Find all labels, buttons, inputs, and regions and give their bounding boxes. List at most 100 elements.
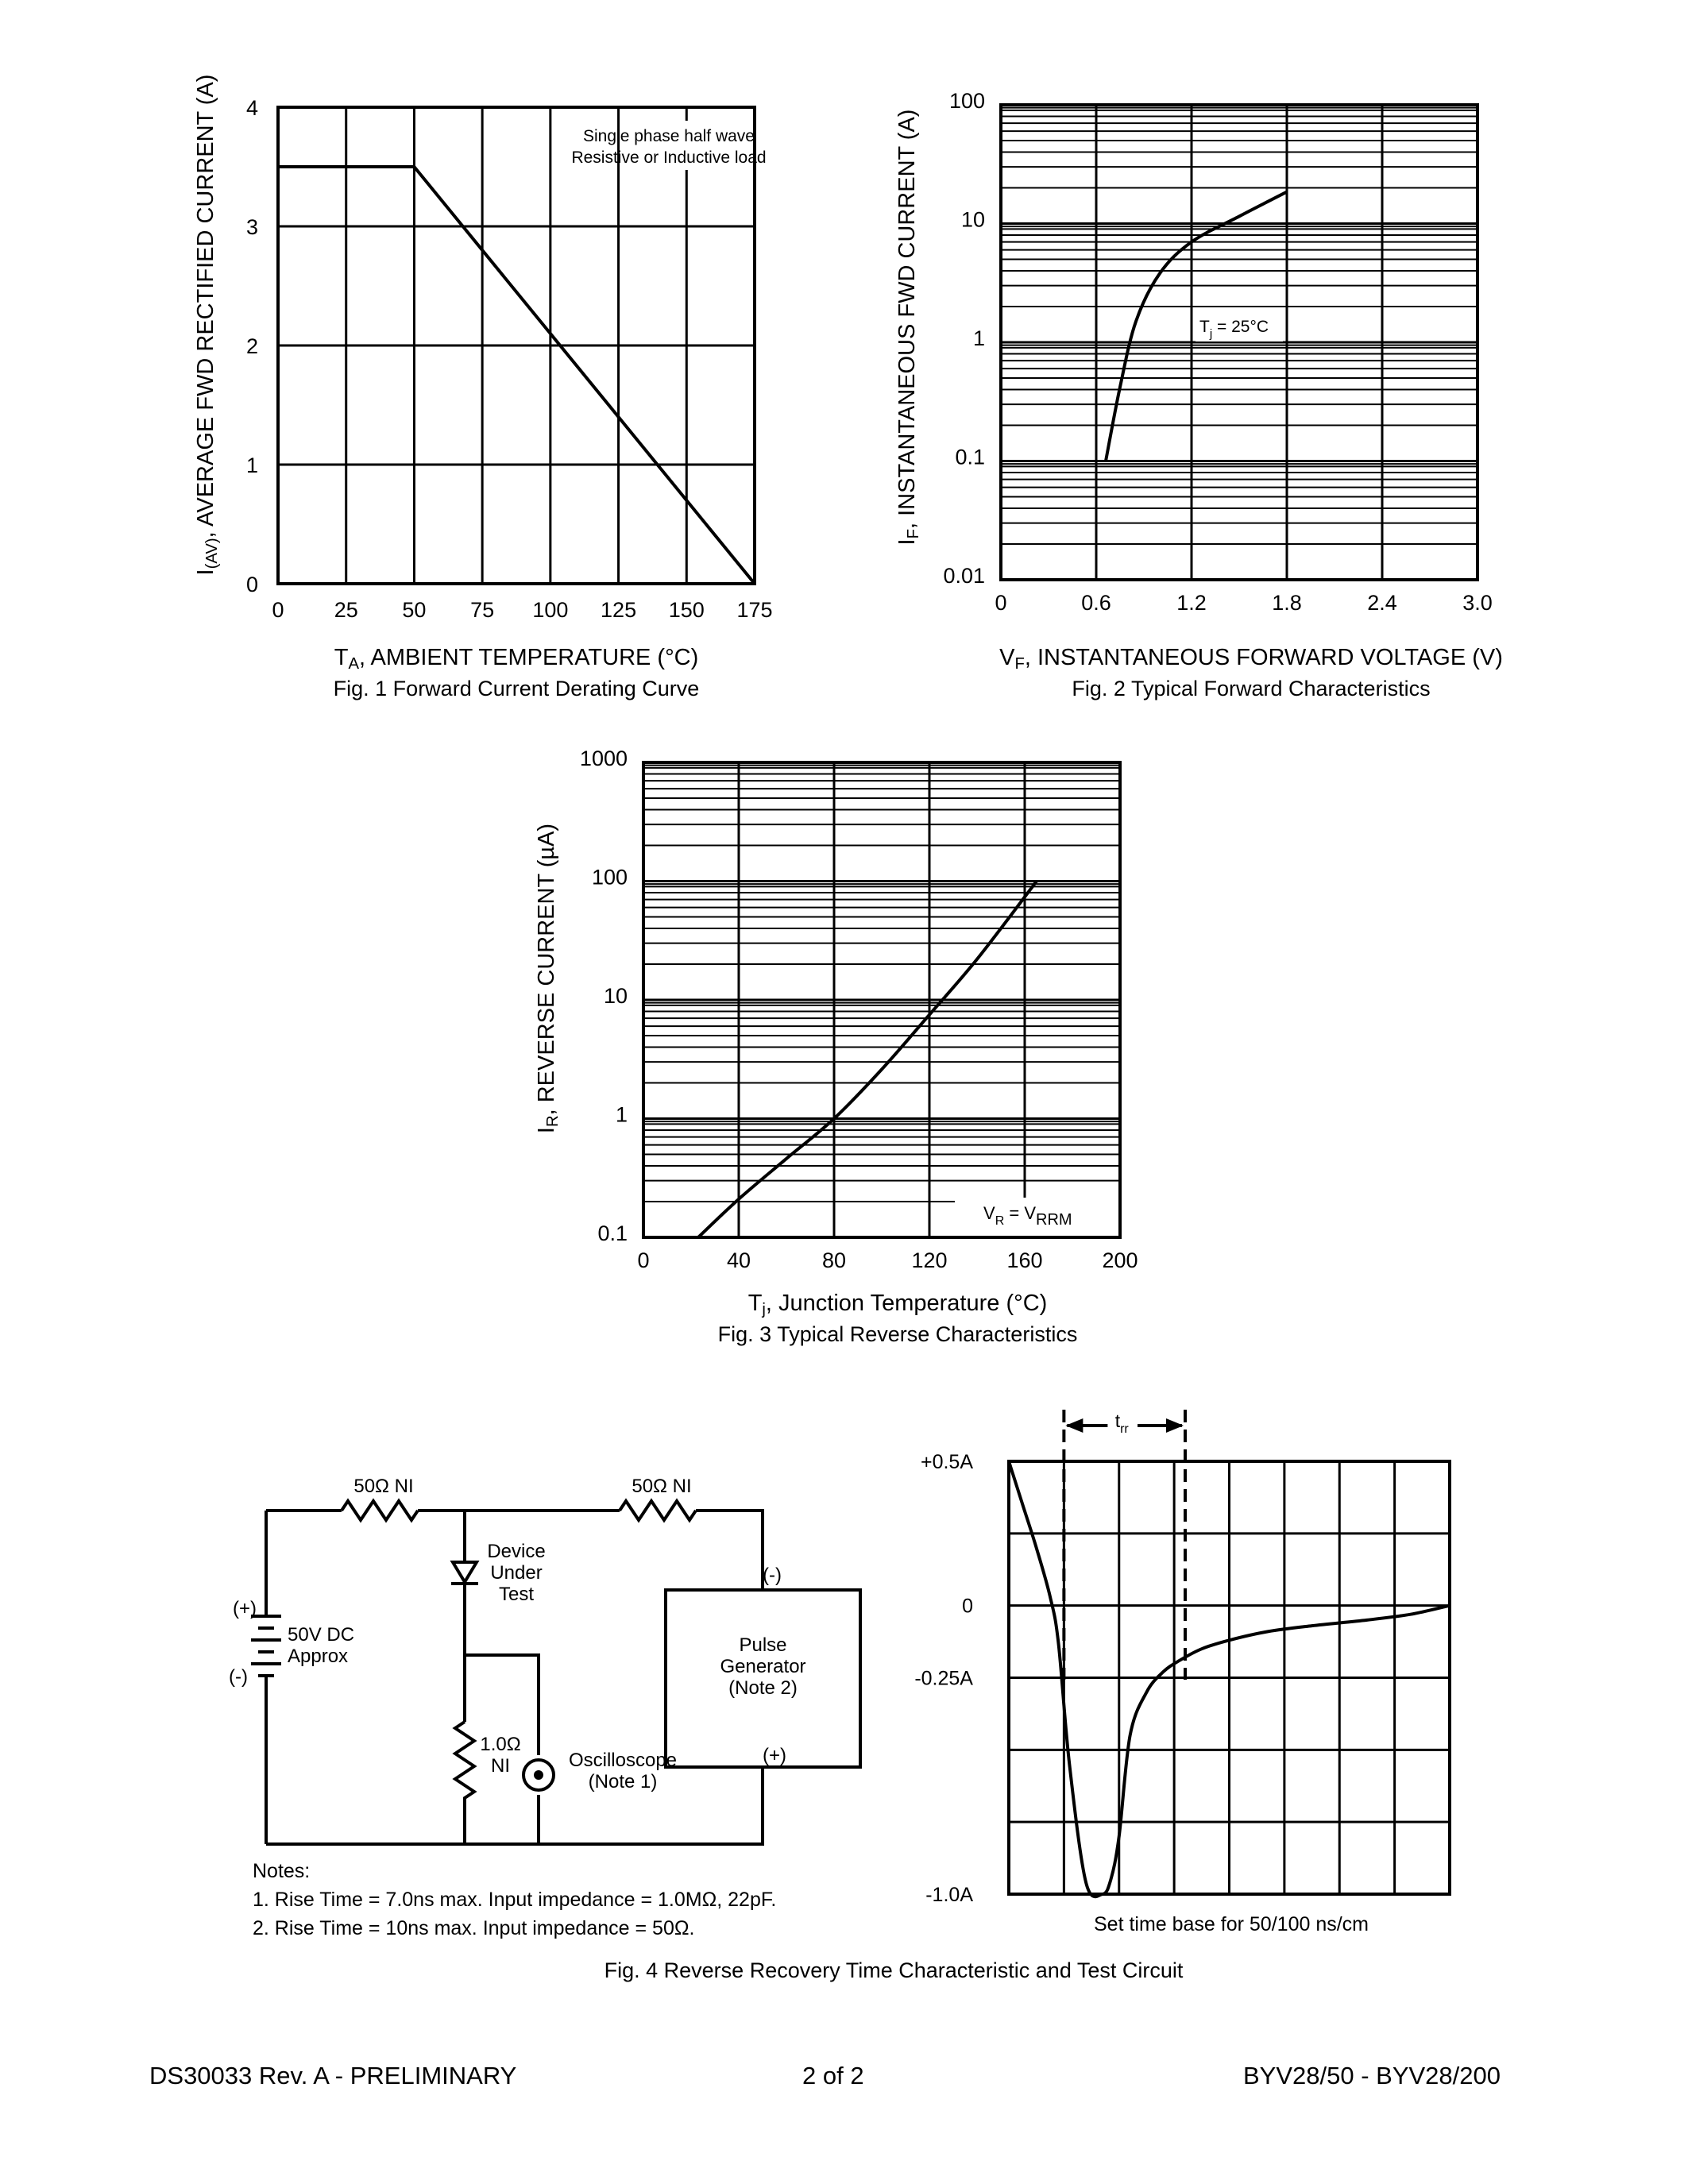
fig1-y-axis-label: I(AV), AVERAGE FWD RECTIFIED CURRENT (A): [193, 74, 222, 576]
x-tick-label: 125: [601, 598, 636, 622]
y-tick-label: 1000: [580, 747, 628, 770]
y-tick-label: 2: [246, 334, 258, 358]
battery-icon: [251, 1615, 281, 1677]
x-tick-label: 0: [272, 598, 284, 622]
x-tick-label: 0: [637, 1248, 649, 1272]
pulse-generator-box: [664, 1588, 862, 1769]
x-tick-label: 2.4: [1367, 591, 1397, 615]
fig2-annotation: Tj = 25°C: [1199, 318, 1269, 341]
dc-plus-label: (+): [233, 1598, 257, 1619]
y-tick-label: 0: [246, 573, 258, 596]
dc-minus-label: (-): [229, 1666, 248, 1688]
plot-frame: [642, 761, 1122, 1239]
y-tick-label: 0.01: [943, 564, 985, 588]
diode-icon: [450, 1561, 480, 1585]
y-tick-label: 0: [962, 1596, 973, 1618]
note-1: 1. Rise Time = 7.0ns max. Input impedanc…: [253, 1889, 777, 1911]
fig3-chart: 0 40 80 120 160 200 0.1 1 10 100 1000 VR = VRRM: [580, 747, 1138, 1272]
resistor-r1: [340, 1498, 419, 1523]
x-tick-label: 100: [532, 598, 568, 622]
trr-arrowhead-right: [1166, 1418, 1184, 1433]
y-tick-label: 3: [246, 215, 258, 239]
y-tick-label: 100: [592, 866, 628, 889]
r1-label: 50Ω NI: [353, 1476, 414, 1497]
notes: Notes: 1. Rise Time = 7.0ns max. Input i…: [253, 1857, 776, 1943]
y-tick-label: 1: [616, 1103, 628, 1127]
x-tick-label: 0.6: [1081, 591, 1111, 615]
series-line: [697, 880, 1038, 1239]
oscilloscope-icon: [522, 1758, 555, 1792]
fig1-note-line1: Single phase half wave: [583, 127, 755, 145]
fig2-caption: Fig. 2 Typical Forward Characteristics: [1072, 677, 1431, 700]
series-line: [278, 165, 756, 585]
fig2-x-axis-label: VF, INSTANTANEOUS FORWARD VOLTAGE (V): [999, 645, 1503, 673]
x-tick-label: 160: [1006, 1248, 1042, 1272]
x-tick-label: 25: [334, 598, 358, 622]
dc-source-label: 50V DC Approx: [288, 1624, 355, 1667]
wire-scope-top: [465, 1653, 540, 1844]
y-tick-label: 0.1: [597, 1221, 628, 1245]
y-tick-label: 0.1: [955, 446, 985, 469]
wire-bottom: [266, 1767, 764, 1846]
fig1-caption: Fig. 1 Forward Current Derating Curve: [333, 677, 700, 700]
fig3-annotation: VR = VRRM: [983, 1203, 1072, 1229]
dut-label: Device Under Test: [487, 1541, 546, 1605]
note-2: 2. Rise Time = 10ns max. Input impedance…: [253, 1917, 695, 1939]
y-tick-label: +0.5A: [921, 1451, 973, 1473]
r3-label: 1.0Ω NI: [480, 1734, 521, 1777]
y-tick-label: 1: [973, 326, 985, 350]
pg-plus-label: (+): [763, 1745, 786, 1766]
y-tick-label: 100: [949, 89, 985, 113]
trr-label: trr: [1115, 1410, 1130, 1436]
pg-minus-label: (-): [763, 1565, 782, 1586]
oscilloscope-label: Oscilloscope (Note 1): [568, 1750, 678, 1792]
wire-top-right: [696, 1509, 764, 1590]
x-tick-label: 75: [470, 598, 494, 622]
notes-title: Notes:: [253, 1860, 311, 1882]
y-tick-label: 10: [961, 208, 985, 232]
fig2-y-axis-label: IF, INSTANTANEOUS FWD CURRENT (A): [894, 109, 923, 546]
x-tick-label: 3.0: [1462, 591, 1493, 615]
resistor-r3: [452, 1720, 477, 1844]
footer-center: 2 of 2: [802, 2062, 864, 2089]
footer-right: BYV28/50 - BYV28/200: [1243, 2062, 1501, 2089]
x-tick-label: 80: [822, 1248, 846, 1272]
fig4-timebase-label: Set time base for 50/100 ns/cm: [1093, 1913, 1369, 1935]
fig2-chart: 0 0.6 1.2 1.8 2.4 3.0 0.01 0.1 1 10 100 Tj = 25°C: [943, 89, 1493, 615]
fig1-chart: 0 25 50 75 100 125 150 175 0 1 2 3 4 Single phase hal…: [246, 96, 802, 622]
plot-frame: [1007, 1460, 1451, 1896]
x-tick-label: 120: [911, 1248, 947, 1272]
fig3-x-axis-label: Tj, Junction Temperature (°C): [747, 1291, 1048, 1319]
series-line: [1104, 190, 1288, 461]
x-tick-label: 0: [995, 591, 1006, 615]
pulse-generator-label: Pulse Generator (Note 2): [720, 1634, 806, 1699]
test-circuit: [251, 1498, 862, 1846]
fig4-caption: Fig. 4 Reverse Recovery Time Characteris…: [604, 1958, 1184, 1982]
y-tick-label: -1.0A: [925, 1884, 973, 1906]
x-tick-label: 200: [1102, 1248, 1138, 1272]
fig1-note-line2: Resistive or Inductive load: [571, 149, 766, 167]
resistor-r2: [618, 1498, 697, 1523]
series-line: [1007, 1461, 1450, 1899]
annotation-bg: [1196, 310, 1283, 341]
plot-frame: [999, 103, 1479, 581]
y-tick-label: 1: [246, 453, 258, 477]
y-tick-label: 10: [604, 984, 628, 1008]
x-tick-label: 40: [727, 1248, 751, 1272]
x-tick-label: 175: [736, 598, 772, 622]
y-tick-label: -0.25A: [914, 1668, 973, 1690]
y-tick-label: 4: [246, 96, 258, 120]
footer-left: DS30033 Rev. A - PRELIMINARY: [149, 2062, 517, 2089]
plot-frame: [276, 106, 756, 585]
fig3-caption: Fig. 3 Typical Reverse Characteristics: [717, 1322, 1078, 1346]
annotation-bg: [955, 1198, 1120, 1236]
x-tick-label: 1.8: [1272, 591, 1302, 615]
note-box: [663, 121, 802, 170]
x-tick-label: 50: [402, 598, 426, 622]
x-tick-label: 150: [669, 598, 705, 622]
fig3-y-axis-label: IR, REVERSE CURRENT (µA): [534, 823, 562, 1134]
x-tick-label: 1.2: [1176, 591, 1207, 615]
fig4-waveform-chart: +0.5A 0 -0.25A -1.0A trr: [914, 1410, 1451, 1906]
r2-label: 50Ω NI: [632, 1476, 692, 1497]
trr-arrowhead-left: [1065, 1418, 1083, 1433]
